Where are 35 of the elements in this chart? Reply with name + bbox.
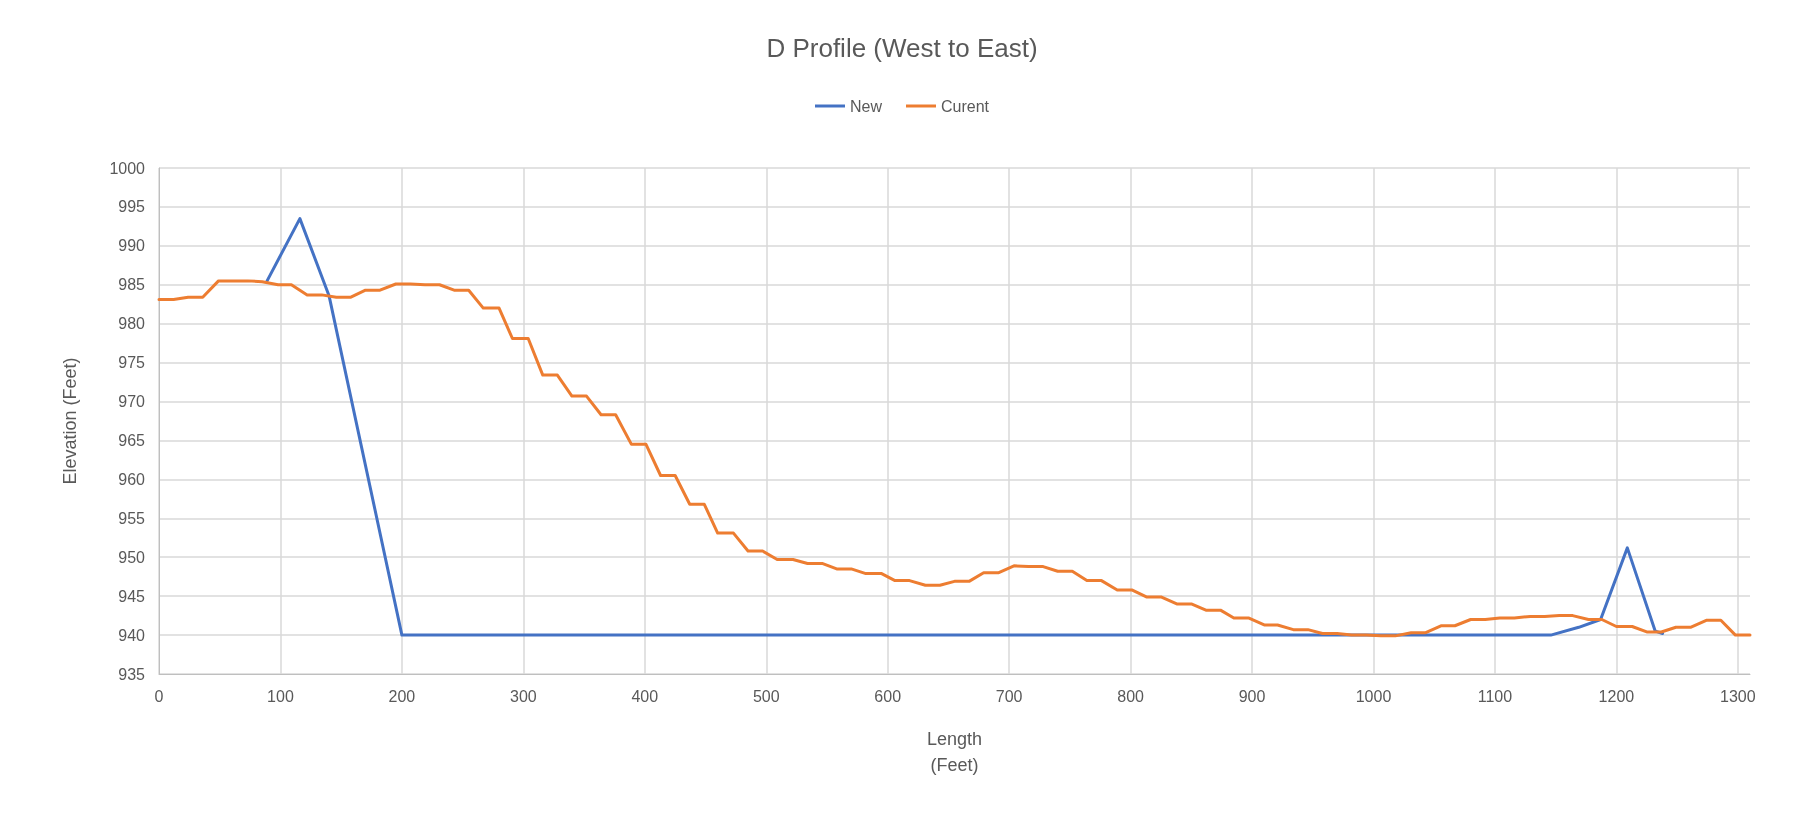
x-tick-label: 1000 xyxy=(1355,687,1392,705)
x-tick-label: 600 xyxy=(874,687,902,705)
x-tick-label: 900 xyxy=(1238,687,1266,705)
y-tick-label: 995 xyxy=(118,198,146,216)
x-tick-label: 1100 xyxy=(1477,687,1513,705)
y-tick-label: 1000 xyxy=(109,159,146,177)
x-tick-label: 1200 xyxy=(1598,687,1635,705)
y-tick-label: 965 xyxy=(118,431,146,449)
x-tick-label: 700 xyxy=(995,687,1023,705)
x-axis-title: Length (Feet) xyxy=(926,729,983,775)
x-tick-label: 0 xyxy=(154,687,164,705)
y-tick-label: 950 xyxy=(118,548,146,566)
line-series xyxy=(157,279,1752,638)
legend-label: New xyxy=(849,97,883,115)
y-tick-label: 975 xyxy=(118,354,146,372)
x-tick-label: 300 xyxy=(510,687,537,705)
y-tick-label: 940 xyxy=(118,626,146,644)
chart-title: D Profile (West to East) xyxy=(766,33,1038,63)
legend-label: Curent xyxy=(940,97,990,115)
x-tick-label: 500 xyxy=(752,687,780,705)
y-tick-label: 935 xyxy=(118,665,146,683)
x-tick-label: 800 xyxy=(1117,687,1145,705)
y-tick-label: 970 xyxy=(118,393,146,411)
x-tick-label: 1300 xyxy=(1720,687,1756,705)
y-tick-label: 980 xyxy=(118,315,146,333)
y-axis-title: Elevation (Feet) xyxy=(60,357,80,485)
y-tick-label: 990 xyxy=(118,237,146,255)
x-tick-label: 100 xyxy=(267,687,294,705)
y-tick-label: 960 xyxy=(118,470,146,488)
x-tick-label: 200 xyxy=(388,687,416,705)
x-tick-label: 400 xyxy=(631,687,659,705)
y-tick-label: 985 xyxy=(118,276,146,294)
line-series xyxy=(265,217,1665,637)
y-tick-label: 955 xyxy=(118,509,146,527)
y-tick-label: 945 xyxy=(118,587,146,605)
